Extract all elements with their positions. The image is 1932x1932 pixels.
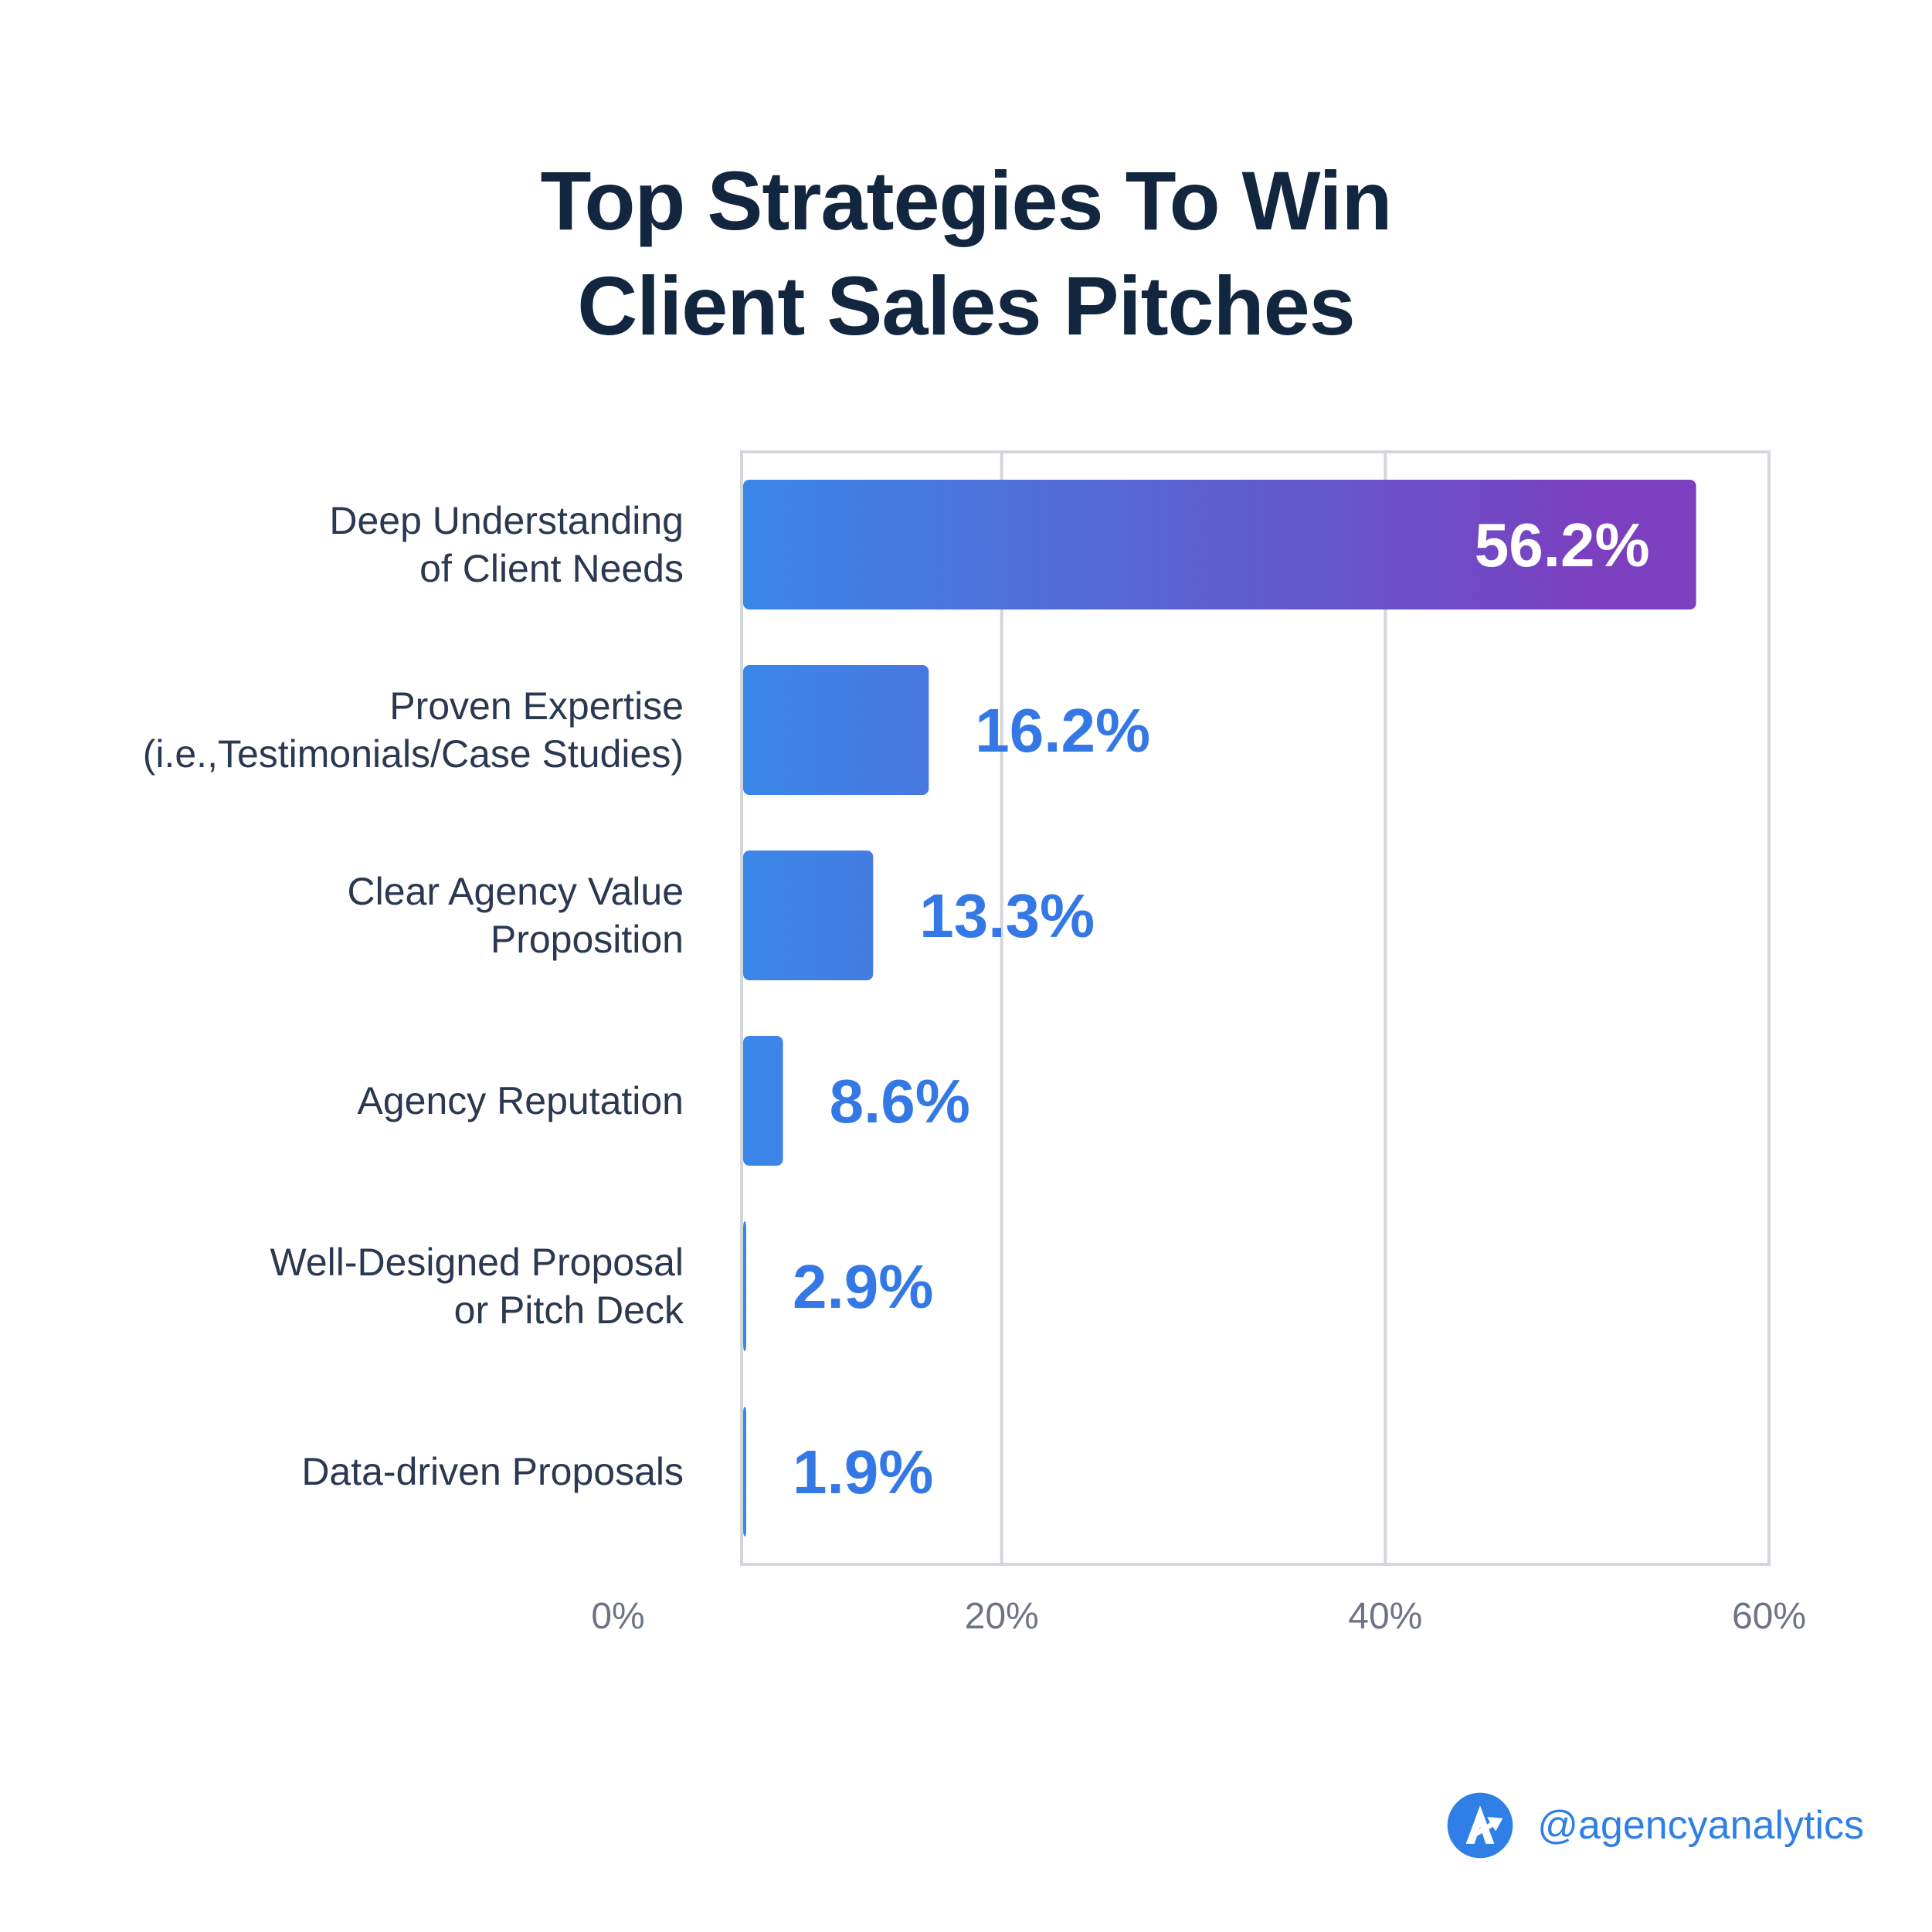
bars bbox=[743, 480, 1696, 1536]
bar bbox=[743, 1407, 746, 1536]
value-label: 8.6% bbox=[830, 1067, 970, 1136]
x-tick-label: 60% bbox=[1732, 1596, 1806, 1637]
category-label: Proven Expertise (i.e.,Testimonials/Case … bbox=[143, 684, 684, 776]
x-tick-label: 40% bbox=[1348, 1596, 1422, 1637]
value-label: 2.9% bbox=[793, 1252, 933, 1321]
category-label-line: (i.e.,Testimonials/Case Studies) bbox=[143, 732, 684, 776]
category-label-line: Deep Understanding bbox=[329, 499, 684, 542]
bar bbox=[743, 665, 929, 795]
category-label-line: Proposition bbox=[491, 918, 684, 961]
chart-title-line-2: Client Sales Pitches bbox=[577, 259, 1355, 353]
x-tick-label: 0% bbox=[591, 1596, 644, 1637]
value-labels: 56.2% 16.2% 13.3% 8.6% 2.9% 1.9% bbox=[793, 511, 1650, 1506]
chart-title: Top Strategies To Win Client Sales Pitch… bbox=[0, 148, 1932, 358]
category-label-line: or Pitch Deck bbox=[454, 1289, 684, 1332]
plot-frame bbox=[740, 450, 1771, 1566]
bar bbox=[743, 480, 1696, 609]
x-axis-tick-labels: 0% 20% 40% 60% bbox=[591, 1596, 1806, 1637]
gridlines bbox=[1000, 452, 1387, 1564]
category-label: Clear Agency Value Proposition bbox=[348, 870, 684, 961]
value-label: 56.2% bbox=[1475, 511, 1650, 579]
agencyanalytics-logo-icon bbox=[1447, 1792, 1513, 1859]
value-label: 13.3% bbox=[919, 881, 1095, 950]
value-label: 1.9% bbox=[793, 1438, 933, 1506]
category-label-line: Agency Reputation bbox=[357, 1079, 684, 1122]
chart-title-line-1: Top Strategies To Win bbox=[540, 154, 1392, 248]
category-label-line: of Client Needs bbox=[419, 547, 684, 590]
category-label: Agency Reputation bbox=[357, 1079, 684, 1122]
category-label-line: Well-Designed Proposal bbox=[270, 1241, 684, 1284]
bar bbox=[743, 851, 874, 980]
category-labels: Deep Understanding of Client Needs Proven … bbox=[143, 499, 684, 1493]
bar bbox=[743, 1221, 746, 1351]
category-label: Well-Designed Proposal or Pitch Deck bbox=[270, 1241, 684, 1332]
value-label: 16.2% bbox=[975, 696, 1150, 765]
category-label-line: Clear Agency Value bbox=[348, 870, 684, 913]
category-label: Deep Understanding of Client Needs bbox=[329, 499, 684, 590]
brand-handle: @agencyanalytics bbox=[1537, 1803, 1864, 1848]
bar bbox=[743, 1036, 783, 1166]
x-tick-label: 20% bbox=[965, 1596, 1039, 1637]
category-label: Data-driven Proposals bbox=[301, 1450, 684, 1493]
category-label-line: Proven Expertise bbox=[389, 684, 684, 728]
brand-signature: @agencyanalytics bbox=[1445, 1790, 1864, 1861]
category-label-line: Data-driven Proposals bbox=[301, 1450, 684, 1493]
